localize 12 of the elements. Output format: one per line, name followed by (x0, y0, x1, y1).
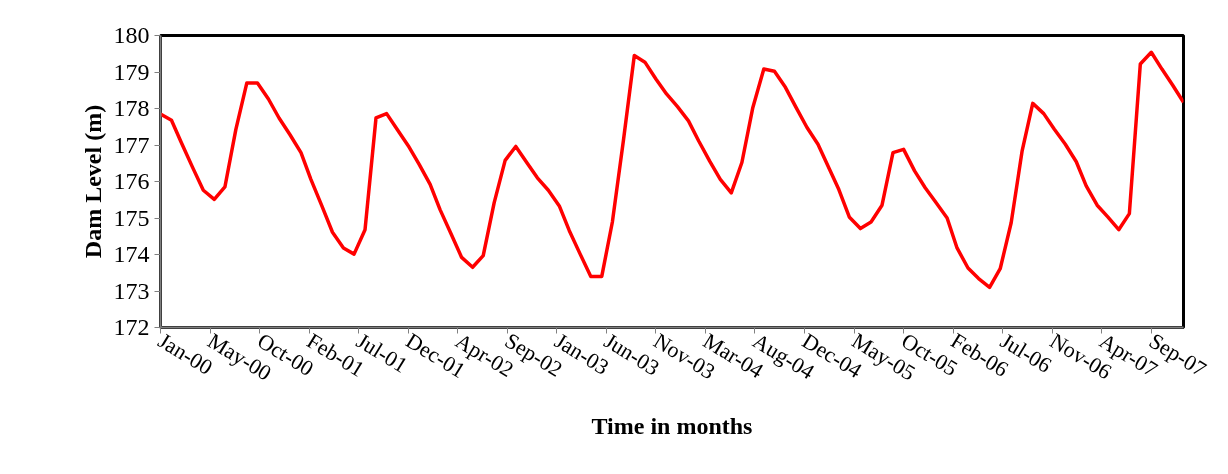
y-tick-label: 172 (113, 314, 150, 340)
y-tick-label: 178 (113, 95, 150, 121)
y-tick-label: 180 (113, 22, 150, 48)
line-series (160, 50, 1184, 290)
y-tick-label: 179 (113, 58, 150, 85)
y-tick-label: 174 (113, 241, 150, 267)
y-axis-title: Dam Level (m) (79, 104, 106, 259)
y-tick-label: 176 (113, 168, 150, 194)
x-axis-title: Time in months (591, 413, 753, 440)
y-tick-label: 177 (113, 131, 150, 158)
y-tick-label: 175 (113, 204, 150, 231)
y-tick-label: 173 (113, 277, 150, 304)
